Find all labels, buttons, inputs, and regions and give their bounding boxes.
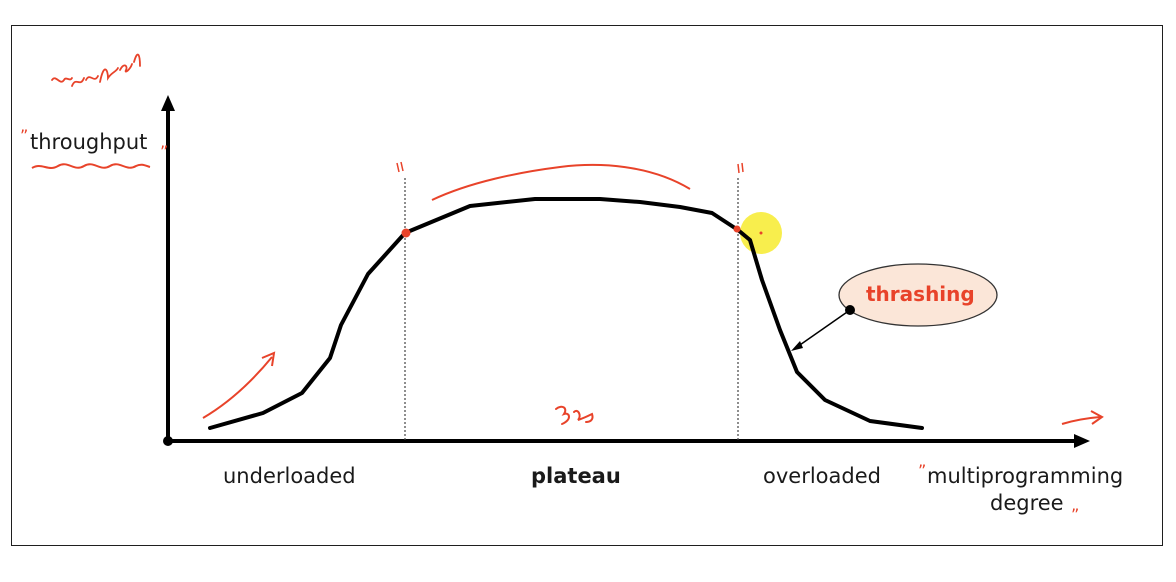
origin-dot <box>163 436 173 446</box>
ink-rising-arrow <box>202 356 273 419</box>
thrashing-callout-bubble <box>838 263 998 327</box>
callout-pointer <box>796 309 851 348</box>
slide-frame <box>11 25 1163 546</box>
region-label-plateau: plateau <box>531 464 621 488</box>
boundary-point-right <box>733 225 741 233</box>
ink-rising-arrowhead <box>261 351 276 367</box>
ink-x-arrow <box>1061 416 1101 425</box>
ink-plateau-scribble <box>555 405 594 425</box>
y-axis-arrowhead <box>161 95 175 111</box>
quote-mark-throughput: ” <box>20 126 29 145</box>
ink-sys-prod-scribble <box>51 53 141 87</box>
callout-pointer-head <box>791 341 803 351</box>
x-axis-arrowhead <box>1074 434 1090 448</box>
region-label-underloaded: underloaded <box>223 464 356 488</box>
quote-mark-x-label-end: ” <box>1071 505 1080 524</box>
quote-mark-x-label: ” <box>918 461 927 480</box>
thrashing-callout-label: thrashing <box>866 282 975 306</box>
region-label-overloaded: overloaded <box>763 464 881 488</box>
ink-tick-right <box>737 162 744 174</box>
ink-tick-left <box>396 161 404 173</box>
ink-x-arrowhead <box>1090 410 1104 425</box>
throughput-curve <box>208 197 924 430</box>
y-axis-label: throughput <box>30 130 148 154</box>
quote-mark-throughput-end: ” <box>160 142 169 161</box>
highlight-dot <box>759 231 763 235</box>
ink-arc-over-plateau <box>431 163 691 201</box>
callout-anchor-dot <box>845 305 855 315</box>
ink-underline-throughput <box>31 163 151 169</box>
boundary-point-left <box>401 228 411 238</box>
x-axis-label-line1: multiprogramming <box>927 464 1124 488</box>
x-axis-label-line2: degree <box>990 491 1064 515</box>
